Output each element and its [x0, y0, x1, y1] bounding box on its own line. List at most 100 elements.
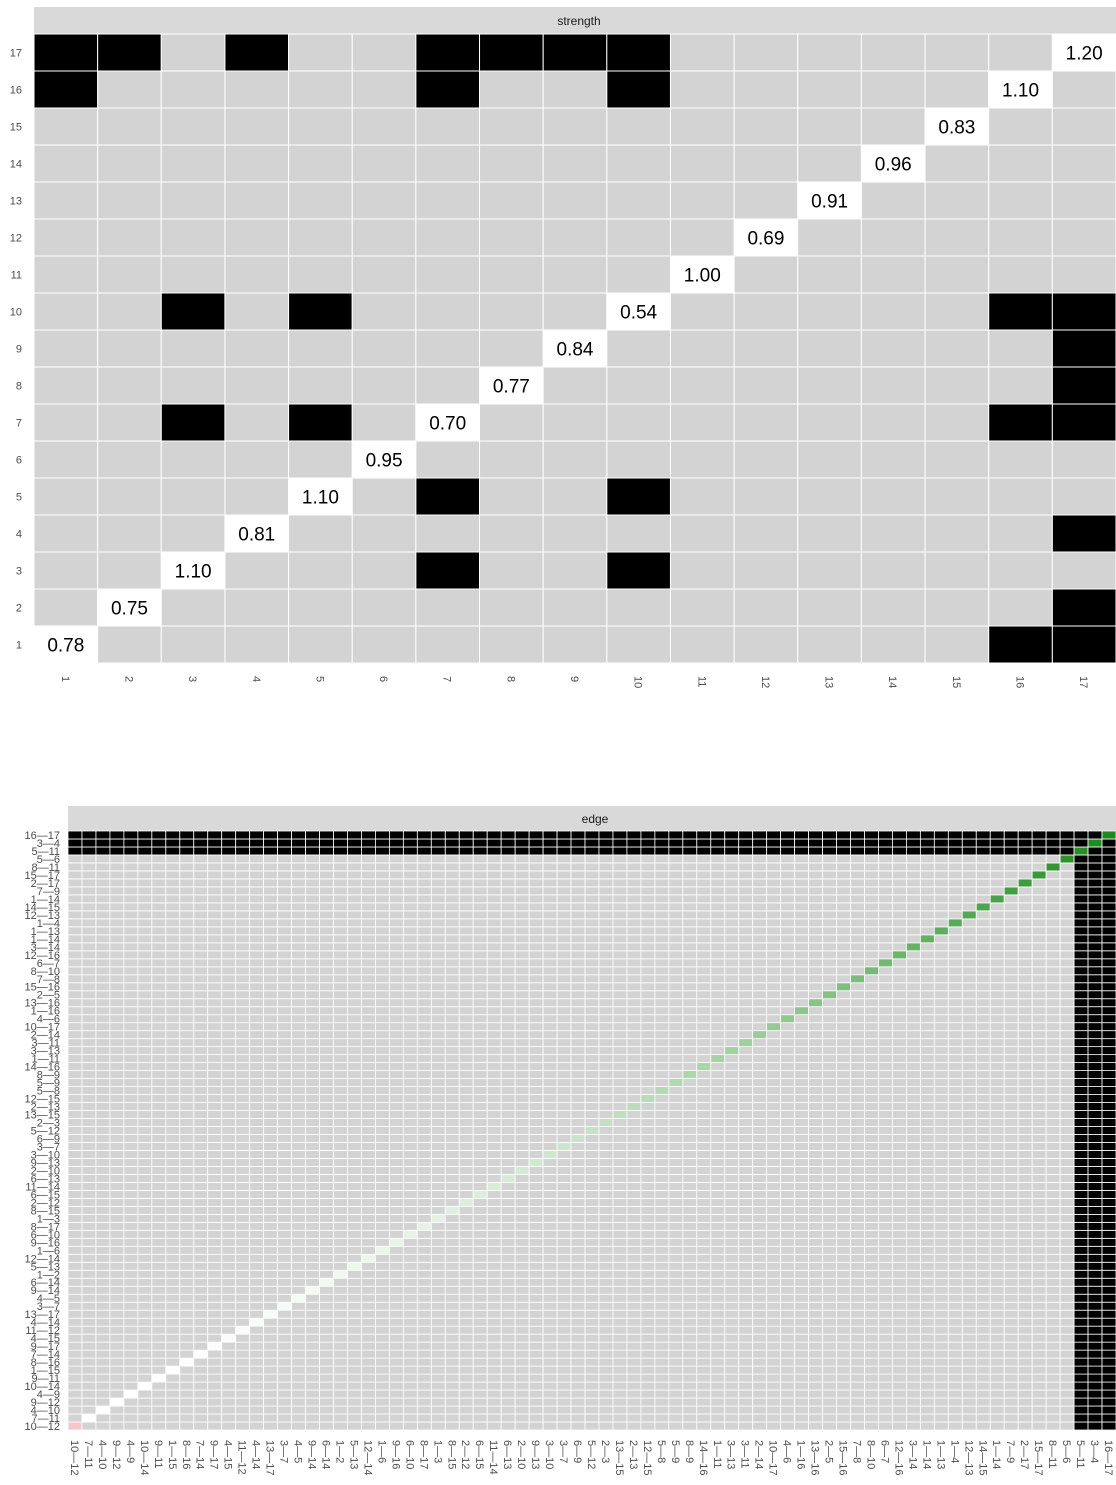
edge-cell	[584, 1341, 600, 1351]
edge-cell	[277, 1150, 292, 1159]
edge-cell	[780, 1197, 796, 1207]
edge-cell	[179, 1030, 195, 1040]
edge-cell	[598, 998, 614, 1008]
edge-cell	[333, 1126, 348, 1135]
edge-cell	[514, 1014, 530, 1024]
edge-cell	[989, 1062, 1005, 1072]
edge-cell	[109, 1405, 125, 1415]
edge-cell	[612, 1094, 628, 1103]
strength-cell	[160, 33, 226, 72]
edge-cell	[375, 1086, 390, 1095]
edge-cell	[570, 1158, 586, 1167]
edge-cell	[989, 1022, 1005, 1032]
edge-cell	[584, 1365, 600, 1375]
edge-cell	[375, 1054, 390, 1064]
edge-cell	[794, 1341, 809, 1351]
strength-cell	[160, 144, 226, 183]
edge-cell	[710, 1389, 726, 1399]
edge-diagonal-cell	[249, 1317, 265, 1327]
edge-cell	[1003, 1253, 1019, 1263]
edge-cell	[780, 1142, 796, 1151]
edge-cell	[430, 1197, 446, 1207]
edge-cell	[95, 1381, 111, 1391]
edge-cell	[193, 1054, 209, 1064]
edge-cell	[347, 1118, 362, 1127]
edge-cell	[1059, 1365, 1075, 1375]
edge-cell	[752, 1197, 768, 1207]
edge-cell	[1017, 1158, 1033, 1167]
edge-cell	[989, 966, 1005, 976]
strength-y-tick: 3	[16, 566, 22, 578]
strength-cell	[924, 329, 990, 368]
strength-cell	[733, 329, 799, 368]
edge-cell	[542, 1126, 558, 1135]
edge-cell	[947, 1030, 963, 1040]
edge-cell	[598, 1094, 614, 1103]
edge-cell	[514, 1030, 530, 1040]
edge-cell	[291, 998, 306, 1008]
edge-cell	[430, 934, 446, 944]
edge-cell	[1003, 1413, 1019, 1423]
edge-cell	[738, 1325, 754, 1335]
edge-cell	[333, 1006, 348, 1016]
strength-cells: 0.780.751.100.811.100.950.700.770.840.54…	[33, 33, 1116, 664]
edge-cell	[878, 942, 893, 952]
edge-cell	[570, 1166, 586, 1175]
edge-cell	[850, 1309, 865, 1319]
edge-cell	[361, 1094, 376, 1103]
edge-cell	[766, 1014, 782, 1024]
edge-cell	[933, 1030, 949, 1040]
edge-cell	[933, 1205, 949, 1215]
edge-cell	[137, 1245, 153, 1255]
edge-cell	[738, 1229, 754, 1239]
edge-cell	[668, 1229, 684, 1239]
edge-cell	[975, 1110, 991, 1119]
edge-cell	[1073, 1293, 1089, 1303]
edge-cell	[1017, 1253, 1033, 1263]
edge-cell	[109, 1197, 125, 1207]
edge-cell	[416, 1022, 432, 1032]
edge-cell	[109, 1205, 125, 1215]
edge-cell	[808, 1381, 823, 1391]
edge-cell	[654, 1158, 670, 1167]
strength-cell	[1051, 107, 1116, 146]
edge-cell	[822, 958, 837, 968]
edge-cell	[528, 1070, 544, 1079]
edge-cell	[81, 1086, 97, 1095]
edge-cell	[794, 1189, 809, 1199]
edge-cell	[1087, 1333, 1103, 1343]
edge-cell	[961, 1277, 977, 1287]
edge-cell	[67, 1373, 83, 1383]
edge-cell	[766, 958, 782, 968]
strength-cell	[733, 625, 799, 664]
edge-cell	[263, 950, 279, 960]
edge-cell	[906, 1174, 921, 1183]
edge-cell	[1101, 1213, 1116, 1223]
edge-cell	[933, 1405, 949, 1415]
edge-cell	[975, 1205, 991, 1215]
edge-cell	[179, 1197, 195, 1207]
edge-cell	[822, 1102, 837, 1111]
edge-cell	[207, 1166, 223, 1175]
edge-cell	[249, 1086, 265, 1095]
edge-cell	[472, 1221, 488, 1231]
edge-cell	[291, 958, 306, 968]
edge-cell	[850, 1030, 865, 1040]
edge-cell	[500, 1213, 516, 1223]
edge-cell	[892, 998, 907, 1008]
edge-cell	[668, 1389, 684, 1399]
edge-cell	[472, 1182, 488, 1191]
edge-cell	[1031, 966, 1047, 976]
edge-cell	[1059, 1293, 1075, 1303]
edge-cell	[109, 1022, 125, 1032]
edge-cell	[612, 1317, 628, 1327]
edge-cell	[388, 1062, 404, 1072]
edge-cell	[430, 1285, 446, 1295]
edge-cell	[472, 1317, 488, 1327]
edge-cell	[109, 1038, 125, 1048]
edge-cell	[1087, 942, 1103, 952]
edge-cell	[402, 1421, 418, 1431]
edge-cell	[850, 1166, 865, 1175]
edge-cell	[430, 1046, 446, 1056]
edge-cell	[989, 1182, 1005, 1191]
